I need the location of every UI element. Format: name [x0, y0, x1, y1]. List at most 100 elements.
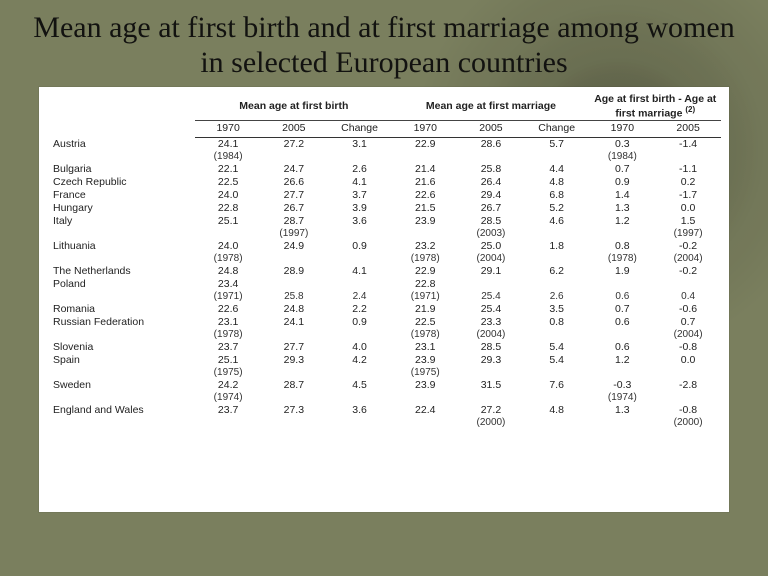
value-cell: 22.9 — [392, 138, 458, 152]
note-cell — [524, 253, 590, 265]
sub-marr-1970: 1970 — [392, 121, 458, 138]
value-cell: 0.9 — [327, 240, 393, 253]
value-cell — [655, 278, 721, 291]
sub-marr-change: Change — [524, 121, 590, 138]
table-note-row: (1974)(1974) — [47, 392, 721, 404]
note-cell: (1978) — [590, 253, 656, 265]
value-cell: 23.1 — [195, 316, 261, 329]
note-cell: (1975) — [392, 367, 458, 379]
country-cell: The Netherlands — [47, 265, 195, 278]
value-cell: 23.7 — [195, 404, 261, 417]
note-cell — [327, 253, 393, 265]
note-cell: (1975) — [195, 367, 261, 379]
table-row: Lithuania24.024.90.923.225.01.80.8-0.2 — [47, 240, 721, 253]
note-cell — [590, 367, 656, 379]
value-cell: 6.8 — [524, 189, 590, 202]
value-cell: 27.7 — [261, 341, 327, 354]
value-cell: 0.7 — [590, 303, 656, 316]
value-cell: 26.6 — [261, 176, 327, 189]
value-cell: 1.8 — [524, 240, 590, 253]
value-cell: -0.2 — [655, 240, 721, 253]
value-cell: 4.4 — [524, 163, 590, 176]
note-country-cell — [47, 392, 195, 404]
value-cell: 29.4 — [458, 189, 524, 202]
value-cell: 4.1 — [327, 176, 393, 189]
value-cell: 29.3 — [458, 354, 524, 367]
note-country-cell — [47, 367, 195, 379]
value-cell: 3.7 — [327, 189, 393, 202]
value-cell: 28.5 — [458, 215, 524, 228]
note-cell — [458, 367, 524, 379]
note-cell — [458, 392, 524, 404]
note-cell — [655, 392, 721, 404]
value-cell: -1.1 — [655, 163, 721, 176]
table-body: Austria24.127.23.122.928.65.70.3-1.4(198… — [47, 138, 721, 430]
value-cell: 28.9 — [261, 265, 327, 278]
table-row: Sweden24.228.74.523.931.57.6-0.3-2.8 — [47, 379, 721, 392]
value-cell: -0.2 — [655, 265, 721, 278]
value-cell: 6.2 — [524, 265, 590, 278]
note-cell: (1997) — [261, 228, 327, 240]
value-cell: -0.8 — [655, 404, 721, 417]
value-cell: 0.3 — [590, 138, 656, 152]
note-cell — [327, 228, 393, 240]
note-cell — [655, 151, 721, 163]
data-table-panel: Mean age at first birth Mean age at firs… — [39, 87, 729, 512]
note-cell: (1984) — [590, 151, 656, 163]
value-cell: 21.6 — [392, 176, 458, 189]
note-cell — [590, 329, 656, 341]
value-cell: 2.2 — [327, 303, 393, 316]
value-cell: 23.4 — [195, 278, 261, 291]
value-cell: 0.7 — [655, 316, 721, 329]
sub-birth-change: Change — [327, 121, 393, 138]
value-cell: 1.9 — [590, 265, 656, 278]
country-cell: Spain — [47, 354, 195, 367]
table-row: Russian Federation23.124.10.922.523.30.8… — [47, 316, 721, 329]
note-cell — [655, 367, 721, 379]
value-cell — [327, 278, 393, 291]
note-cell: (2000) — [655, 417, 721, 429]
value-cell: 26.7 — [261, 202, 327, 215]
value-cell: 25.1 — [195, 215, 261, 228]
data-table: Mean age at first birth Mean age at firs… — [47, 91, 721, 430]
value-cell: 24.0 — [195, 240, 261, 253]
value-cell: 1.3 — [590, 404, 656, 417]
value-cell: 22.5 — [392, 316, 458, 329]
country-cell: Czech Republic — [47, 176, 195, 189]
value-cell: 23.1 — [392, 341, 458, 354]
value-cell: 23.3 — [458, 316, 524, 329]
value-cell: 29.3 — [261, 354, 327, 367]
value-cell: 0.0 — [655, 354, 721, 367]
note-cell — [392, 151, 458, 163]
note-cell — [195, 228, 261, 240]
note-cell: 2.4 — [327, 291, 393, 303]
sub-diff-1970: 1970 — [590, 121, 656, 138]
sub-birth-2005: 2005 — [261, 121, 327, 138]
note-cell — [327, 392, 393, 404]
note-cell — [458, 151, 524, 163]
note-cell — [195, 417, 261, 429]
country-cell: Bulgaria — [47, 163, 195, 176]
value-cell: 3.1 — [327, 138, 393, 152]
value-cell: 5.4 — [524, 341, 590, 354]
note-cell: (1978) — [392, 329, 458, 341]
sub-diff-2005: 2005 — [655, 121, 721, 138]
value-cell: 3.5 — [524, 303, 590, 316]
note-cell — [261, 417, 327, 429]
value-cell: 22.8 — [392, 278, 458, 291]
note-cell: 25.8 — [261, 291, 327, 303]
table-row: Hungary22.826.73.921.526.75.21.30.0 — [47, 202, 721, 215]
note-cell — [392, 392, 458, 404]
value-cell: 2.6 — [327, 163, 393, 176]
note-cell — [524, 228, 590, 240]
value-cell: 0.8 — [590, 240, 656, 253]
note-cell: (2004) — [655, 329, 721, 341]
note-cell: (2003) — [458, 228, 524, 240]
value-cell: 4.5 — [327, 379, 393, 392]
value-cell: 25.8 — [458, 163, 524, 176]
group-first-marriage: Mean age at first marriage — [392, 91, 589, 121]
value-cell: 0.0 — [655, 202, 721, 215]
table-row: The Netherlands24.828.94.122.929.16.21.9… — [47, 265, 721, 278]
note-cell — [590, 417, 656, 429]
note-cell — [392, 228, 458, 240]
